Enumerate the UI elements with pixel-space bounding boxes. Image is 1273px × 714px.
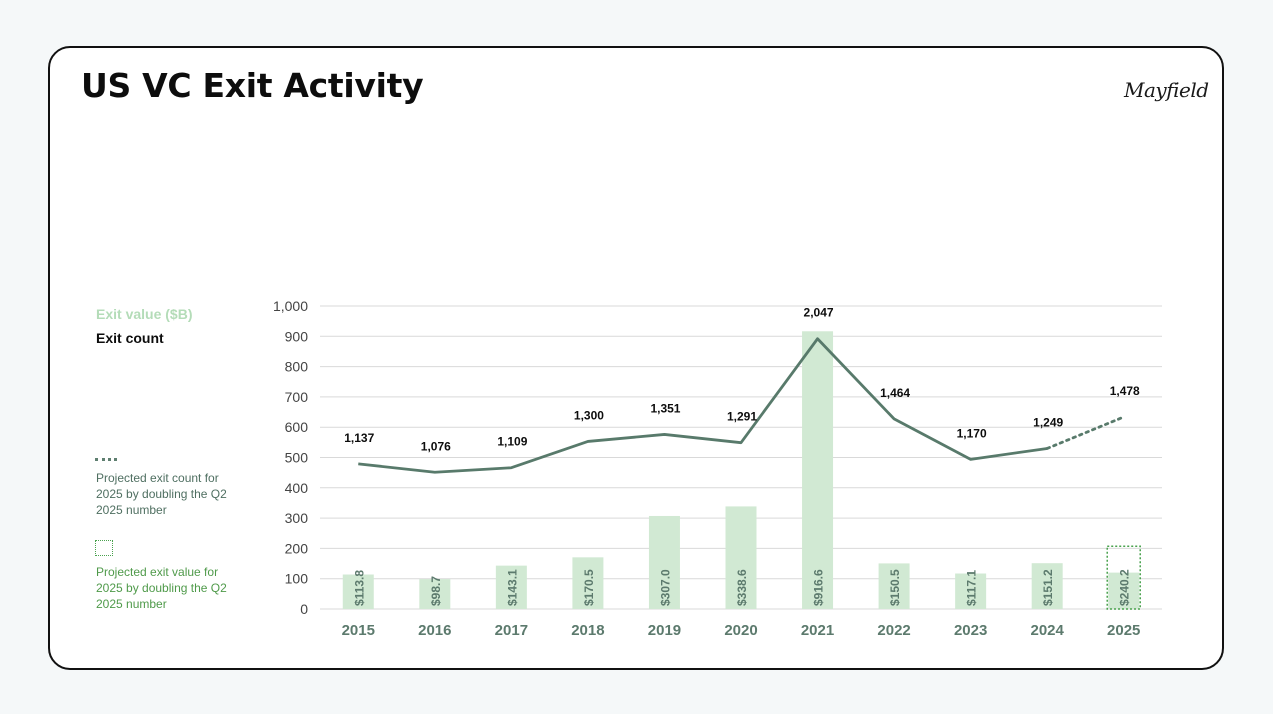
projected-box-icon [95, 540, 113, 556]
bar [495, 565, 527, 609]
count-value-label: 1,464 [880, 386, 910, 400]
x-tick-label: 2024 [1030, 622, 1064, 639]
x-tick-label: 2021 [801, 622, 834, 639]
y-tick-label: 600 [285, 419, 309, 435]
page-title: US VC Exit Activity [81, 66, 424, 105]
count-value-label: 1,478 [1110, 384, 1140, 398]
count-value-label: 1,170 [957, 426, 987, 440]
y-tick-label: 300 [285, 510, 309, 526]
y-tick-label: 800 [285, 359, 309, 375]
bar-value-label: $150.5 [888, 569, 902, 606]
y-tick-label: 200 [285, 540, 309, 556]
chart-card [48, 46, 1224, 670]
y-tick-label: 700 [285, 389, 309, 405]
bar-value-label: $240.2 [1118, 569, 1132, 606]
legend-exit-value: Exit value ($B) [96, 306, 193, 322]
bar-value-label: $338.6 [735, 569, 749, 606]
x-tick-label: 2017 [495, 622, 528, 639]
bar-value-label: $151.2 [1041, 569, 1055, 606]
y-tick-label: 500 [285, 450, 309, 466]
y-tick-label: 0 [300, 601, 308, 617]
bar-value-label: $170.5 [582, 569, 596, 606]
count-value-label: 1,351 [650, 401, 680, 415]
x-tick-label: 2022 [877, 622, 910, 639]
bar [572, 557, 604, 609]
y-tick-label: 100 [285, 571, 309, 587]
count-value-label: 1,300 [574, 408, 604, 422]
bar [419, 579, 451, 609]
count-value-label: 2,047 [804, 306, 834, 320]
x-tick-label: 2023 [954, 622, 987, 639]
bar [725, 506, 757, 609]
bar [648, 515, 680, 609]
y-tick-label: 400 [285, 480, 309, 496]
bar-value-label: $307.0 [658, 569, 672, 606]
bar [1031, 563, 1063, 609]
count-value-label: 1,076 [421, 439, 451, 453]
bar [342, 574, 374, 609]
projected-count-note: Projected exit count for 2025 by doublin… [96, 471, 227, 517]
x-tick-label: 2015 [342, 622, 375, 639]
bar-value-label: $117.1 [965, 570, 979, 606]
count-value-label: 1,137 [344, 431, 374, 445]
projected-count-line [1045, 415, 1126, 450]
y-tick-label: 900 [285, 328, 309, 344]
projected-value-note: Projected exit value for 2025 by doublin… [96, 565, 227, 611]
bar-value-label: $98.7 [429, 576, 443, 606]
exit-count-line [358, 337, 1048, 474]
bar-value-label: $113.8 [352, 570, 366, 606]
projected-line-icon [95, 458, 117, 461]
bar [802, 331, 834, 609]
count-value-label: 1,291 [727, 410, 757, 424]
mayfield-logo: Mayfield [1124, 78, 1209, 102]
x-tick-label: 2025 [1107, 622, 1140, 639]
x-tick-label: 2020 [724, 622, 757, 639]
bar [955, 573, 987, 609]
x-tick-label: 2016 [418, 622, 451, 639]
legend-exit-count: Exit count [96, 330, 164, 346]
y-tick-label: 1,000 [273, 298, 308, 314]
projected-bar-box [1106, 545, 1141, 610]
count-value-label: 1,109 [497, 435, 527, 449]
bar [1108, 572, 1140, 609]
x-tick-label: 2019 [648, 622, 681, 639]
bar-value-label: $916.6 [812, 569, 826, 606]
bar [878, 563, 910, 609]
count-value-label: 1,249 [1033, 415, 1063, 429]
bar-value-label: $143.1 [505, 569, 519, 606]
x-tick-label: 2018 [571, 622, 604, 639]
